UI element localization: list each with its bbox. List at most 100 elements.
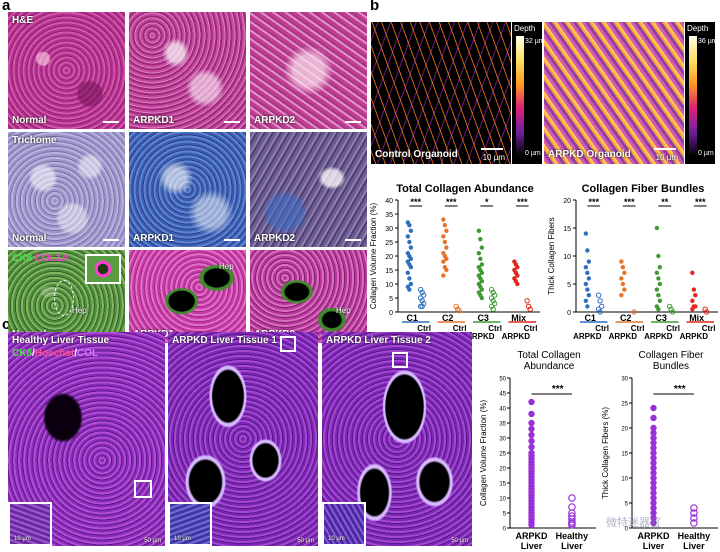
y-tick-label: 25 — [385, 240, 393, 247]
y-axis-label: Thick Collagen Fibers — [547, 217, 556, 294]
arpkd-point — [622, 287, 627, 292]
trichome-arpkd1-image: ARPKD1 — [129, 132, 246, 247]
arpkd-point — [441, 217, 446, 222]
category-label: ARPKD — [515, 531, 548, 541]
category-sublabel: Liver — [521, 541, 543, 551]
depth-gradient — [516, 36, 524, 156]
zoom-region-box — [280, 336, 296, 352]
group-label: C3 — [655, 313, 667, 323]
arpkd-point — [650, 469, 657, 477]
arpkd-point — [528, 425, 535, 433]
significance-stars: *** — [624, 197, 635, 207]
arpkd-label: ARPKD — [609, 332, 638, 341]
scale-bar — [224, 121, 240, 123]
zoom-region-box — [392, 352, 408, 368]
arpkd-point — [528, 398, 535, 406]
arpkd-point — [585, 248, 590, 253]
arpkd-label: ARPKD — [644, 332, 673, 341]
fiber-bundles-chart: Collagen Fiber Bundles Thick Collagen Fib… — [547, 183, 718, 341]
scale-label: 10 µm — [482, 153, 505, 162]
zoom-region-box — [134, 480, 152, 498]
ctrl-point — [702, 306, 708, 312]
scale-label: 50 µm — [451, 538, 468, 544]
ctrl-point — [595, 306, 602, 312]
y-tick-label: 15 — [563, 226, 571, 233]
significance-stars: *** — [695, 197, 706, 207]
depth-max-label: 36 µm — [698, 38, 718, 45]
y-tick-label: 20 — [499, 467, 506, 473]
trichome-normal-image: Trichome Normal — [8, 132, 125, 247]
scale-bar — [481, 148, 503, 150]
arpkd-point — [650, 454, 657, 462]
scale-label: 50 µm — [144, 538, 161, 544]
trichome-arpkd2-label: ARPKD2 — [254, 233, 296, 244]
zoom-inset: 10 µm — [8, 502, 52, 546]
arpkd-point — [650, 459, 657, 467]
significance-stars: * — [485, 197, 489, 207]
hep-label: Hep — [336, 306, 351, 315]
arpkd-point — [479, 270, 485, 275]
arpkd-point — [650, 519, 657, 527]
zoom-inset: 10 µm — [168, 502, 212, 546]
arpkd-organoid-label: ARPKD Organoid — [548, 149, 631, 160]
arpkd-tissue-2-image: ARPKD Liver Tissue 2 10 µm 50 µm — [322, 332, 472, 546]
y-tick-label: 40 — [385, 198, 393, 205]
arpkd-point — [528, 443, 535, 451]
arpkd-point — [478, 256, 483, 261]
arpkd-point — [690, 307, 695, 312]
arpkd-point — [528, 410, 535, 418]
y-tick-label: 30 — [385, 226, 393, 233]
arpkd-point — [693, 304, 698, 309]
arpkd-point — [650, 514, 657, 522]
arpkd-point — [528, 437, 535, 445]
depth-min-label: 0 µm — [525, 150, 541, 157]
scale-bar — [103, 121, 119, 123]
healthy-tissue-image: Healthy Liver Tissue CK8/Hoechst/COL 10 … — [8, 332, 165, 546]
arpkd-point — [619, 293, 624, 298]
y-tick-label: 0 — [567, 310, 571, 317]
ctrl-point — [703, 309, 710, 315]
arpkd-label: ARPKD — [573, 332, 602, 341]
control-organoid-image: Control Organoid 10 µm — [371, 22, 511, 164]
arpkd-point — [479, 295, 485, 301]
ctrl-point — [524, 298, 530, 304]
chart-title-line-2: Bundles — [653, 361, 689, 372]
healthy-point — [690, 519, 698, 527]
arpkd-point — [408, 256, 414, 261]
he-arpkd2-label: ARPKD2 — [254, 115, 296, 126]
healthy-point — [690, 504, 698, 512]
arpkd-point — [528, 419, 535, 427]
arpkd-point — [690, 298, 695, 303]
inset-scale-label: 10 µm — [328, 536, 345, 542]
significance-stars: *** — [588, 197, 599, 207]
y-axis-label: Collagen Volume Fraction (%) — [479, 400, 488, 507]
y-tick-label: 30 — [499, 437, 506, 443]
arpkd-depth-colorbar: Depth 36 µm 0 µm — [685, 22, 718, 164]
y-tick-label: 20 — [563, 198, 571, 205]
chart-title-line-1: Collagen Fiber — [638, 350, 704, 361]
arpkd-point — [654, 225, 660, 231]
ctrl-label: Ctrl — [702, 324, 716, 333]
arpkd-point — [515, 281, 520, 287]
inset-scale-label: 10 µm — [14, 536, 31, 542]
ctrl-point — [417, 295, 424, 301]
healthy-point — [568, 521, 576, 529]
scale-bar — [224, 239, 240, 241]
y-tick-label: 10 — [499, 497, 506, 503]
arpkd-point — [478, 237, 483, 242]
ctrl-point — [419, 289, 425, 296]
arpkd-point — [408, 281, 414, 287]
significance-stars: *** — [410, 197, 421, 207]
category-label: Healthy — [556, 531, 589, 541]
arpkd-point — [528, 521, 535, 529]
ck8-label: CK8 — [12, 253, 33, 264]
group-label: Mix — [689, 313, 704, 323]
category-sublabel: Liver — [643, 541, 665, 551]
arpkd-point — [650, 434, 657, 442]
healthy-point — [690, 514, 698, 522]
arpkd-point — [650, 414, 657, 422]
y-tick-label: 5 — [567, 282, 571, 289]
ctrl-point — [595, 292, 602, 298]
arpkd-point — [650, 424, 657, 432]
group-label: C1 — [406, 313, 418, 323]
